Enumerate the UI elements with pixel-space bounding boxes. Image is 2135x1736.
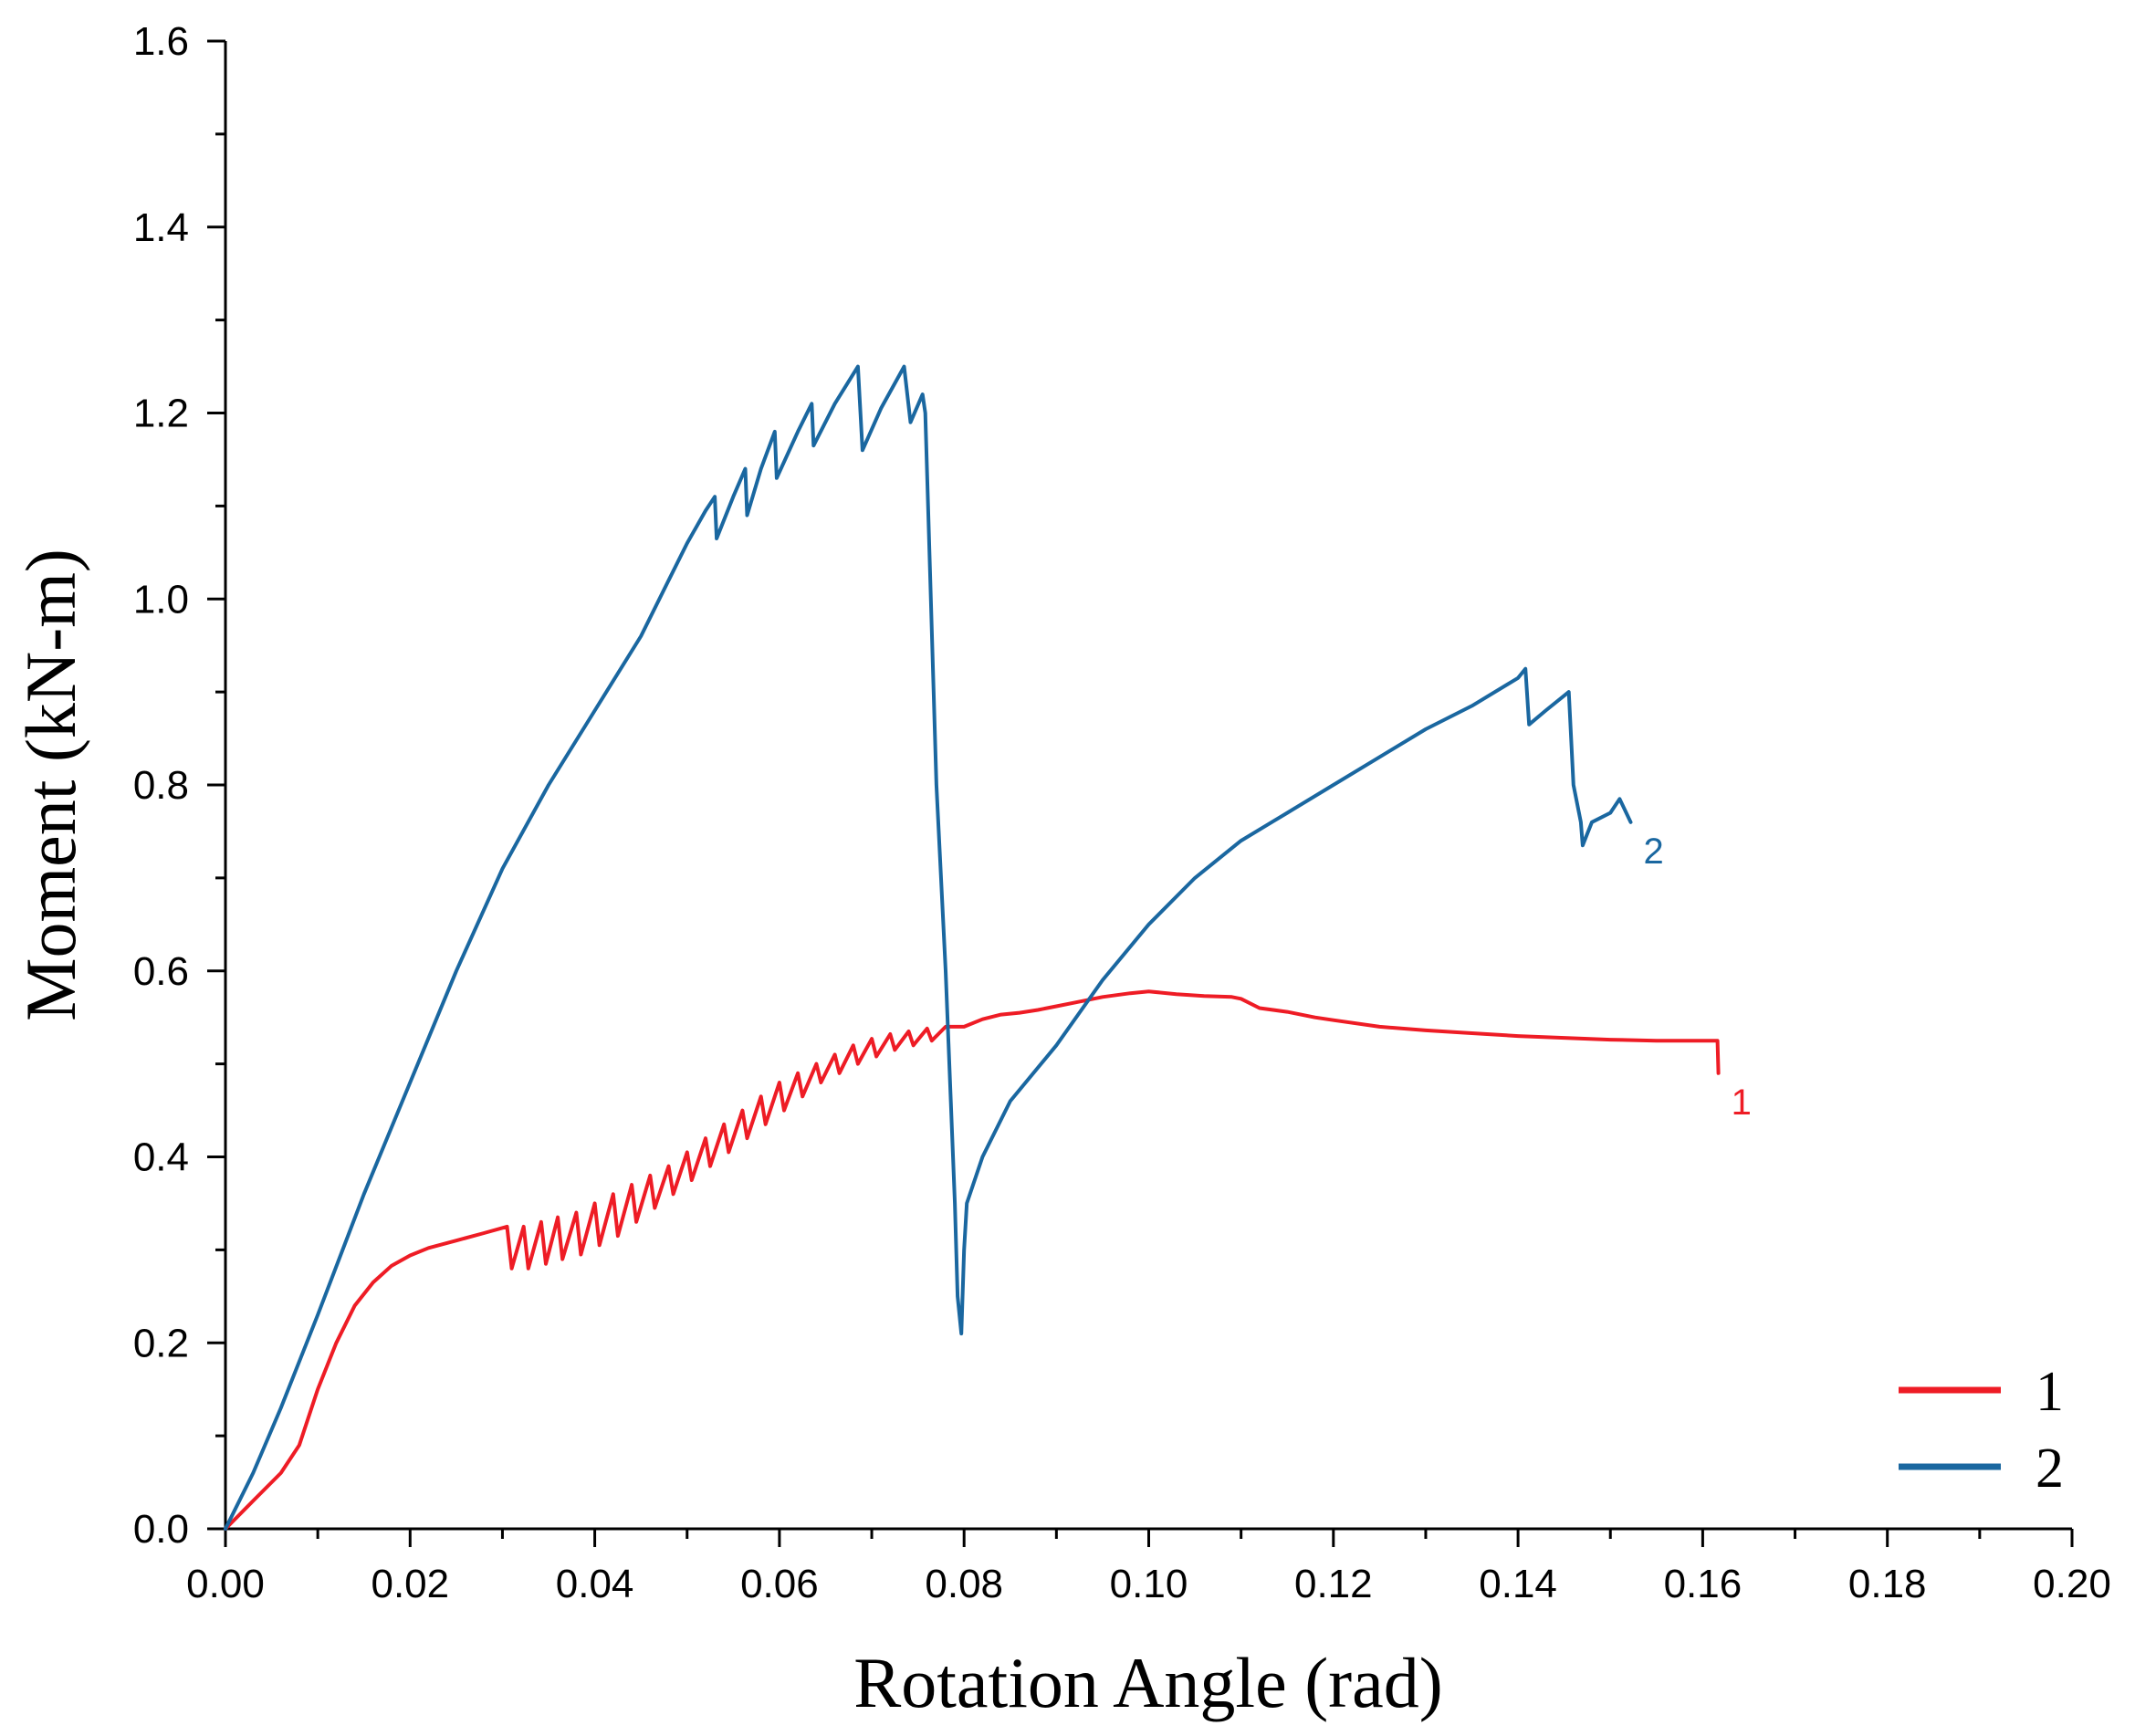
y-tick-label: 1.6: [133, 19, 189, 64]
x-tick-label: 0.14: [1479, 1562, 1557, 1606]
x-axis-title: Rotation Angle (rad): [853, 1643, 1443, 1722]
y-tick-label: 0.2: [133, 1321, 189, 1365]
y-axis-title: Moment (kN-m): [11, 549, 90, 1021]
x-tick-label: 0.02: [371, 1562, 449, 1606]
y-tick-label: 0.6: [133, 949, 189, 994]
y-tick-label: 0.8: [133, 763, 189, 808]
x-tick-label: 0.08: [925, 1562, 1003, 1606]
legend-label-series-1: 1: [2036, 1361, 2064, 1423]
axes: [224, 41, 2072, 1531]
y-tick-label: 1.0: [133, 577, 189, 622]
series-end-labels: 12: [1644, 831, 1752, 1123]
x-tick-label: 0.18: [1848, 1562, 1927, 1606]
x-tick-label: 0.20: [2033, 1562, 2111, 1606]
x-ticks: 0.00 0.02 0.04 0.06 0.08 0.10 0.12 0.14 0.16 0.18…: [186, 1529, 2111, 1606]
series-lines: [224, 364, 1721, 1531]
series-2-end-label: 2: [1644, 831, 1664, 872]
series-1-end-label: 1: [1732, 1082, 1752, 1123]
x-tick-label: 0.04: [556, 1562, 634, 1606]
series-2-line: [224, 364, 1633, 1531]
x-tick-label: 0.06: [740, 1562, 819, 1606]
legend: 1 2: [1899, 1361, 2064, 1500]
y-tick-label: 0.4: [133, 1135, 189, 1180]
y-tick-label: 0.0: [133, 1507, 189, 1552]
x-tick-label: 0.00: [186, 1562, 265, 1606]
x-tick-label: 0.16: [1664, 1562, 1743, 1606]
series-1-line: [224, 989, 1721, 1531]
x-tick-label: 0.12: [1294, 1562, 1373, 1606]
y-tick-label: 1.2: [133, 392, 189, 436]
legend-label-series-2: 2: [2036, 1438, 2064, 1500]
y-tick-label: 1.4: [133, 205, 189, 250]
x-tick-label: 0.10: [1110, 1562, 1188, 1606]
y-ticks: 0.0 0.2 0.4 0.6 0.8 1.0 1.2 1.4 1.6: [133, 19, 225, 1552]
